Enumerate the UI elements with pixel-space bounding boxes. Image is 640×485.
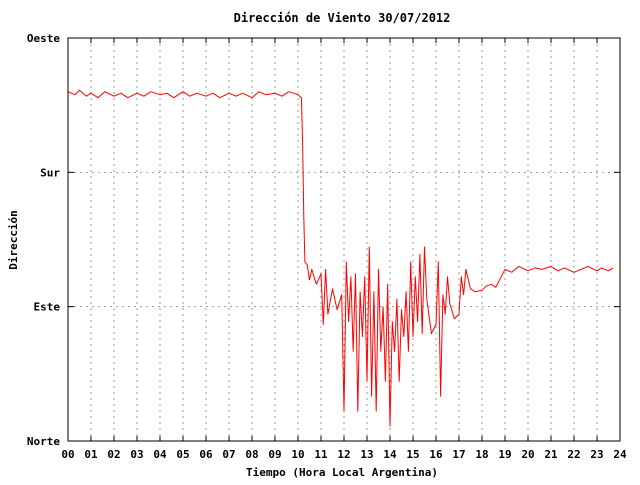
x-tick-label: 14	[383, 448, 397, 461]
chart-title: Dirección de Viento 30/07/2012	[234, 11, 451, 25]
y-tick-label: Oeste	[27, 32, 60, 45]
x-tick-label: 00	[61, 448, 74, 461]
x-tick-label: 05	[176, 448, 189, 461]
x-tick-label: 06	[199, 448, 213, 461]
x-tick-label: 13	[360, 448, 373, 461]
x-tick-label: 18	[475, 448, 488, 461]
y-axis-label: Dirección	[7, 210, 20, 270]
x-axis-label: Tiempo (Hora Local Argentina)	[246, 466, 438, 479]
y-tick-label: Norte	[27, 435, 60, 448]
x-tick-label: 22	[567, 448, 580, 461]
grid	[68, 38, 620, 441]
x-tick-label: 19	[498, 448, 511, 461]
series-line	[67, 89, 614, 427]
x-tick-label: 09	[268, 448, 281, 461]
x-tick-label: 15	[406, 448, 419, 461]
x-tick-label: 17	[452, 448, 465, 461]
x-tick-label: 08	[245, 448, 258, 461]
x-tick-label: 02	[107, 448, 120, 461]
series-layer	[67, 89, 614, 427]
x-tick-label: 23	[590, 448, 603, 461]
y-tick-label: Sur	[40, 166, 60, 179]
x-tick-label: 21	[544, 448, 558, 461]
x-tick-label: 16	[429, 448, 443, 461]
x-tick-label: 24	[613, 448, 627, 461]
x-tick-label: 07	[222, 448, 235, 461]
x-tick-label: 10	[291, 448, 304, 461]
x-tick-label: 01	[84, 448, 98, 461]
ticks: 00 01 02 03 04 05 06 07 08 09 10 11 12 13 14 15 16 17 18 19…	[27, 32, 627, 461]
y-tick-label: Este	[34, 301, 61, 314]
x-tick-label: 11	[314, 448, 328, 461]
x-tick-label: 20	[521, 448, 534, 461]
x-tick-label: 04	[153, 448, 167, 461]
x-tick-label: 12	[337, 448, 350, 461]
x-tick-label: 03	[130, 448, 143, 461]
